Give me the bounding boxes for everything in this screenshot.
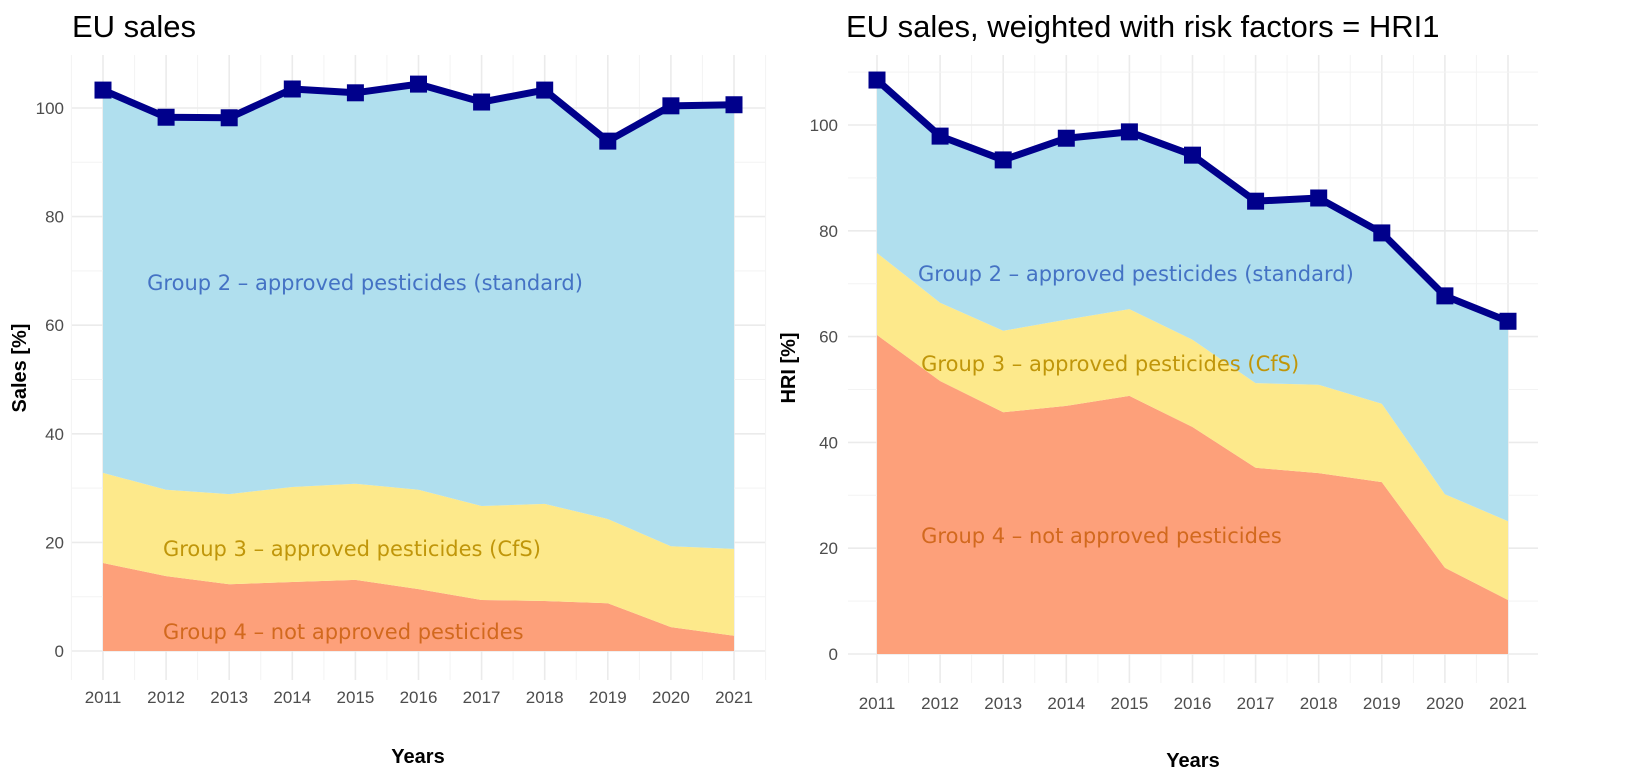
total-marker bbox=[1184, 146, 1201, 164]
x-tick-label: 2018 bbox=[1300, 694, 1338, 713]
annotation-group-3: Group 3 – approved pesticides (CfS) bbox=[921, 352, 1299, 376]
annotation-group-2: Group 2 – approved pesticides (standard) bbox=[918, 262, 1354, 286]
x-tick-label: 2015 bbox=[1110, 694, 1148, 713]
chart-title: EU sales, weighted with risk factors = H… bbox=[846, 9, 1440, 44]
x-tick-label: 2020 bbox=[652, 688, 690, 707]
x-axis-title: Years bbox=[1166, 750, 1219, 772]
total-marker bbox=[599, 132, 617, 150]
x-tick-label: 2017 bbox=[463, 688, 501, 707]
area-group-3 bbox=[877, 253, 1508, 601]
stacked-areas bbox=[103, 84, 734, 651]
annotation-group-4: Group 4 – not approved pesticides bbox=[163, 620, 524, 644]
y-tick-label: 100 bbox=[36, 99, 64, 118]
y-tick-label: 0 bbox=[829, 645, 838, 664]
x-tick-label: 2015 bbox=[336, 688, 374, 707]
x-tick-label: 2021 bbox=[715, 688, 753, 707]
chart-title: EU sales bbox=[72, 9, 196, 44]
area-group-2 bbox=[877, 80, 1508, 522]
x-tick-label: 2018 bbox=[526, 688, 564, 707]
y-tick-label: 100 bbox=[810, 116, 838, 135]
y-tick-label: 20 bbox=[45, 533, 64, 552]
area-group-3 bbox=[103, 472, 734, 636]
y-tick-label: 80 bbox=[45, 208, 64, 227]
x-tick-label: 2016 bbox=[1174, 694, 1212, 713]
total-marker bbox=[931, 127, 949, 145]
x-tick-label: 2016 bbox=[400, 688, 438, 707]
total-marker bbox=[1120, 123, 1138, 141]
total-marker bbox=[220, 109, 238, 127]
y-tick-label: 80 bbox=[819, 222, 838, 241]
x-tick-label: 2013 bbox=[210, 688, 248, 707]
total-line-group bbox=[868, 71, 1517, 330]
area-group-2 bbox=[103, 84, 734, 549]
total-marker bbox=[725, 96, 743, 114]
total-marker bbox=[410, 75, 427, 93]
y-axis-title: HRI [%] bbox=[778, 332, 800, 403]
y-axis-title: Sales [%] bbox=[9, 324, 31, 413]
y-tick-label: 0 bbox=[55, 642, 64, 661]
x-tick-label: 2017 bbox=[1237, 694, 1275, 713]
y-tick-label: 40 bbox=[819, 433, 838, 452]
x-tick-labels: 2011 2012 2013 2014 2015 2016 2017 2018 2019 2020… bbox=[85, 688, 753, 707]
y-tick-label: 20 bbox=[819, 539, 838, 558]
total-marker bbox=[157, 108, 175, 126]
total-marker bbox=[994, 151, 1012, 169]
x-tick-label: 2013 bbox=[984, 694, 1022, 713]
total-marker bbox=[662, 97, 680, 115]
x-tick-label: 2019 bbox=[589, 688, 627, 707]
x-tick-label: 2012 bbox=[921, 694, 959, 713]
total-marker bbox=[1247, 192, 1265, 210]
total-marker bbox=[1499, 312, 1517, 330]
annotation-group-2: Group 2 – approved pesticides (standard) bbox=[147, 271, 583, 295]
total-marker bbox=[536, 81, 554, 99]
y-tick-labels: 0 20 40 60 80 100 bbox=[810, 116, 838, 664]
total-marker bbox=[283, 80, 301, 98]
total-marker bbox=[1310, 189, 1328, 207]
stacked-areas bbox=[877, 80, 1508, 654]
y-tick-label: 60 bbox=[45, 316, 64, 335]
x-axis-title: Years bbox=[391, 746, 444, 768]
annotations: Group 2 – approved pesticides (standard)… bbox=[918, 262, 1354, 548]
total-line-group bbox=[94, 75, 743, 150]
x-tick-label: 2021 bbox=[1489, 694, 1527, 713]
panel-eu-sales-hri1: EU sales, weighted with risk factors = H… bbox=[778, 9, 1538, 772]
x-tick-label: 2011 bbox=[859, 694, 896, 713]
y-tick-label: 60 bbox=[819, 328, 838, 347]
total-marker bbox=[1436, 287, 1454, 305]
y-tick-label: 40 bbox=[45, 425, 64, 444]
area-group-4 bbox=[877, 335, 1508, 654]
x-tick-label: 2020 bbox=[1426, 694, 1464, 713]
x-tick-label: 2014 bbox=[1047, 694, 1085, 713]
total-marker bbox=[868, 71, 886, 89]
total-marker bbox=[473, 93, 491, 111]
x-tick-label: 2012 bbox=[147, 688, 185, 707]
annotation-group-4: Group 4 – not approved pesticides bbox=[921, 524, 1282, 548]
x-tick-label: 2011 bbox=[85, 688, 122, 707]
annotation-group-3: Group 3 – approved pesticides (CfS) bbox=[163, 537, 541, 561]
total-marker bbox=[1373, 224, 1391, 242]
total-marker bbox=[1057, 129, 1075, 147]
annotations: Group 2 – approved pesticides (standard)… bbox=[147, 271, 583, 644]
area-group-4 bbox=[103, 563, 734, 651]
y-tick-labels: 0 20 40 60 80 100 bbox=[36, 99, 64, 661]
x-tick-labels: 2011 2012 2013 2014 2015 2016 2017 2018 2019 2020… bbox=[859, 694, 1527, 713]
x-tick-label: 2014 bbox=[273, 688, 311, 707]
x-tick-label: 2019 bbox=[1363, 694, 1401, 713]
total-marker bbox=[346, 84, 364, 102]
total-marker bbox=[94, 81, 112, 99]
